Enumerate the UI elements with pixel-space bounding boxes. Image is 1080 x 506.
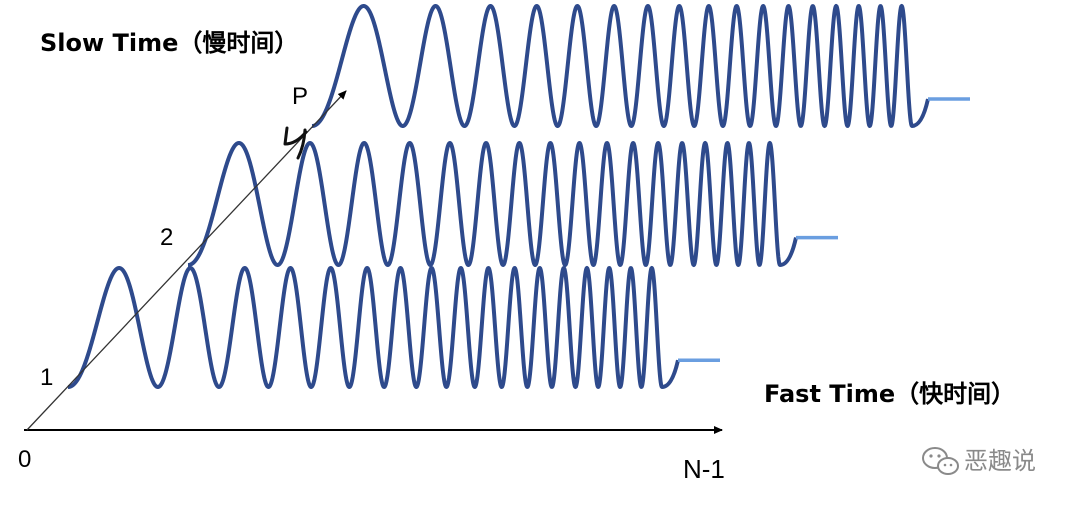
chirp-pulse-2 — [186, 141, 798, 267]
chirp-waveforms — [66, 4, 970, 389]
pulse-p-label: P — [292, 83, 308, 110]
origin-label: 0 — [18, 446, 31, 473]
watermark: 恶趣说 — [922, 447, 1036, 475]
handwritten-y-mark — [283, 126, 308, 160]
wechat-icon — [922, 447, 959, 475]
pulse-2-label: 2 — [160, 224, 173, 251]
chirp-pulse-p — [310, 4, 930, 128]
pulse-1-label: 1 — [40, 364, 53, 391]
chirp-pulse-1 — [66, 266, 680, 389]
slow-time-label: Slow Time（慢时间） — [40, 29, 298, 57]
end-index-label: N-1 — [683, 454, 725, 484]
fast-time-label: Fast Time（快时间） — [764, 380, 1015, 408]
slow-time-axis — [26, 90, 347, 431]
watermark-text: 恶趣说 — [964, 447, 1036, 475]
